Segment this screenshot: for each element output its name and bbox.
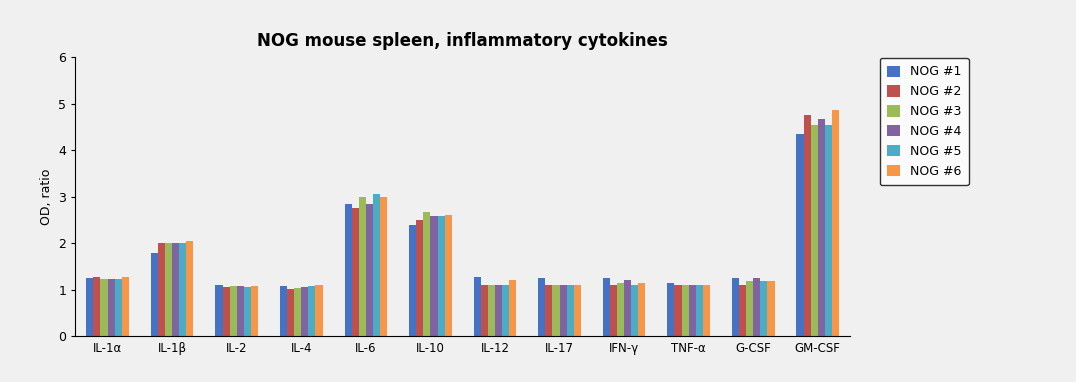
Bar <box>165 243 172 336</box>
Bar <box>681 285 689 336</box>
Bar <box>186 241 194 336</box>
Bar <box>358 197 366 336</box>
Bar <box>344 204 352 336</box>
Bar <box>309 285 315 336</box>
Bar <box>244 287 251 336</box>
Bar <box>215 285 223 336</box>
Bar <box>366 204 373 336</box>
Bar <box>632 285 638 336</box>
Bar <box>667 283 675 336</box>
Bar <box>287 289 294 336</box>
Bar <box>416 220 423 336</box>
Bar <box>223 287 229 336</box>
Bar <box>617 283 624 336</box>
Bar <box>172 243 180 336</box>
Bar <box>832 110 839 336</box>
Bar <box>825 125 832 336</box>
Bar <box>574 285 581 336</box>
Bar <box>624 280 632 336</box>
Bar <box>86 278 94 336</box>
Legend: NOG #1, NOG #2, NOG #3, NOG #4, NOG #5, NOG #6: NOG #1, NOG #2, NOG #3, NOG #4, NOG #5, … <box>879 58 968 185</box>
Bar <box>603 278 610 336</box>
Bar <box>538 278 546 336</box>
Bar <box>409 225 416 336</box>
Bar <box>495 285 502 336</box>
Bar <box>502 285 509 336</box>
Bar <box>560 285 567 336</box>
Bar <box>158 243 165 336</box>
Bar <box>100 280 108 336</box>
Bar <box>108 280 115 336</box>
Bar <box>638 283 646 336</box>
Bar <box>294 288 301 336</box>
Bar <box>739 285 746 336</box>
Bar <box>444 215 452 336</box>
Bar <box>610 285 617 336</box>
Bar <box>301 287 309 336</box>
Bar <box>251 286 258 336</box>
Bar <box>509 280 516 336</box>
Bar <box>761 281 767 336</box>
Bar <box>151 253 158 336</box>
Y-axis label: OD, ratio: OD, ratio <box>40 168 53 225</box>
Bar <box>430 216 438 336</box>
Bar <box>481 285 487 336</box>
Bar <box>753 278 761 336</box>
Bar <box>352 208 358 336</box>
Bar <box>180 243 186 336</box>
Bar <box>373 194 380 336</box>
Bar <box>567 285 574 336</box>
Bar <box>229 286 237 336</box>
Bar <box>546 285 552 336</box>
Bar <box>732 278 739 336</box>
Bar <box>315 285 323 336</box>
Bar <box>423 212 430 336</box>
Bar <box>473 277 481 336</box>
Bar <box>703 285 710 336</box>
Title: NOG mouse spleen, inflammatory cytokines: NOG mouse spleen, inflammatory cytokines <box>257 32 668 50</box>
Bar <box>237 286 244 336</box>
Bar <box>796 134 804 336</box>
Bar <box>767 281 775 336</box>
Bar <box>675 285 681 336</box>
Bar <box>115 280 122 336</box>
Bar <box>122 277 129 336</box>
Bar <box>280 286 287 336</box>
Bar <box>804 115 810 336</box>
Bar <box>810 125 818 336</box>
Bar <box>818 119 825 336</box>
Bar <box>94 277 100 336</box>
Bar <box>746 281 753 336</box>
Bar <box>438 216 444 336</box>
Bar <box>380 197 387 336</box>
Bar <box>487 285 495 336</box>
Bar <box>689 285 696 336</box>
Bar <box>552 285 560 336</box>
Bar <box>696 285 703 336</box>
